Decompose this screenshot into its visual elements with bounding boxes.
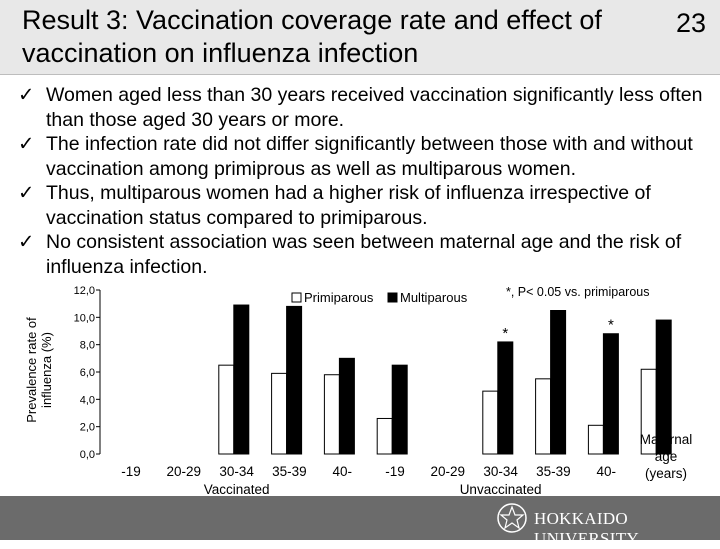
checkmark-icon: ✓ <box>18 231 35 253</box>
bullet-item: ✓ No consistent association was seen betw… <box>18 230 713 279</box>
x-axis-title: age <box>655 449 678 464</box>
bar-multiparous <box>286 305 303 455</box>
bullet-item: ✓ Thus, multiparous women had a higher ri… <box>18 181 713 230</box>
significance-marker: * <box>608 317 614 334</box>
y-tick-label: 8,0 <box>80 340 95 352</box>
y-axis-title: influenza (%) <box>39 332 54 408</box>
bar-primiparous <box>271 372 288 455</box>
bullet-text: No consistent association was seen betwe… <box>46 231 682 278</box>
bullet-text: Women aged less than 30 years received v… <box>46 84 703 131</box>
y-tick-label: 6,0 <box>80 367 95 379</box>
y-tick-label: 4,0 <box>80 394 95 406</box>
y-tick-label: 2,0 <box>80 422 95 434</box>
x-tick-label: 35-39 <box>536 464 571 479</box>
x-tick-label: 40- <box>596 464 616 479</box>
bar-multiparous <box>497 341 514 455</box>
slide-title: Result 3: Vaccination coverage rate and … <box>22 5 602 68</box>
university-name: HOKKAIDO UNIVERSITY <box>534 509 639 548</box>
y-tick-label: 12,0 <box>74 285 95 297</box>
y-tick-label: 0,0 <box>80 449 95 461</box>
x-axis-title: Maternal <box>640 432 693 447</box>
bar-multiparous <box>391 364 408 455</box>
legend-label-multiparous: Multiparous <box>400 290 468 305</box>
bar-primiparous <box>218 364 235 455</box>
bar-primiparous <box>482 390 499 455</box>
legend-label-primiparous: Primiparous <box>304 290 374 305</box>
x-tick-label: 30-34 <box>219 464 254 479</box>
x-tick-label: 40- <box>332 464 352 479</box>
bullet-item: ✓ Women aged less than 30 years received … <box>18 83 713 132</box>
bar-primiparous <box>376 417 393 455</box>
bar-multiparous <box>655 319 672 455</box>
x-tick-label: -19 <box>385 464 405 479</box>
y-axis-title: Prevalence rate of <box>24 317 39 423</box>
bar-primiparous <box>535 378 552 455</box>
page-number: 23 <box>675 8 706 38</box>
checkmark-icon: ✓ <box>18 84 35 106</box>
legend-swatch-multiparous <box>387 292 398 303</box>
bullet-text: Thus, multiparous women had a higher ris… <box>46 182 651 229</box>
significance-note: *, P< 0.05 vs. primiparous <box>506 285 649 299</box>
bar-primiparous <box>323 374 340 455</box>
x-axis-title: (years) <box>645 466 687 481</box>
bullet-item: ✓ The infection rate did not differ signi… <box>18 132 713 181</box>
significance-marker: * <box>502 325 508 342</box>
group-label: Unvaccinated <box>460 482 542 496</box>
bar-multiparous <box>233 304 250 455</box>
title-bar: Result 3: Vaccination coverage rate and … <box>0 0 720 75</box>
checkmark-icon: ✓ <box>18 182 35 204</box>
bar-multiparous <box>338 357 355 455</box>
footer: HOKKAIDO UNIVERSITY <box>0 496 720 548</box>
hokkaido-crest-icon <box>497 503 527 533</box>
y-tick-label: 10,0 <box>74 312 95 324</box>
x-tick-label: -19 <box>121 464 141 479</box>
bar-chart: 0,0 2,0 4,0 6,0 8,0 10,0 12,0 Prevalence rate o… <box>24 285 693 496</box>
x-tick-label: 35-39 <box>272 464 307 479</box>
legend-swatch-primiparous <box>291 292 302 303</box>
group-label: Vaccinated <box>204 482 270 496</box>
checkmark-icon: ✓ <box>18 133 35 155</box>
bullet-text: The infection rate did not differ signif… <box>46 133 693 180</box>
x-tick-label: 30-34 <box>483 464 518 479</box>
bullet-list: ✓ Women aged less than 30 years received … <box>18 83 713 279</box>
bar-multiparous <box>602 333 619 455</box>
x-tick-label: 20-29 <box>431 464 466 479</box>
bar-primiparous <box>587 424 604 455</box>
x-tick-label: 20-29 <box>167 464 202 479</box>
bar-multiparous <box>550 310 567 455</box>
